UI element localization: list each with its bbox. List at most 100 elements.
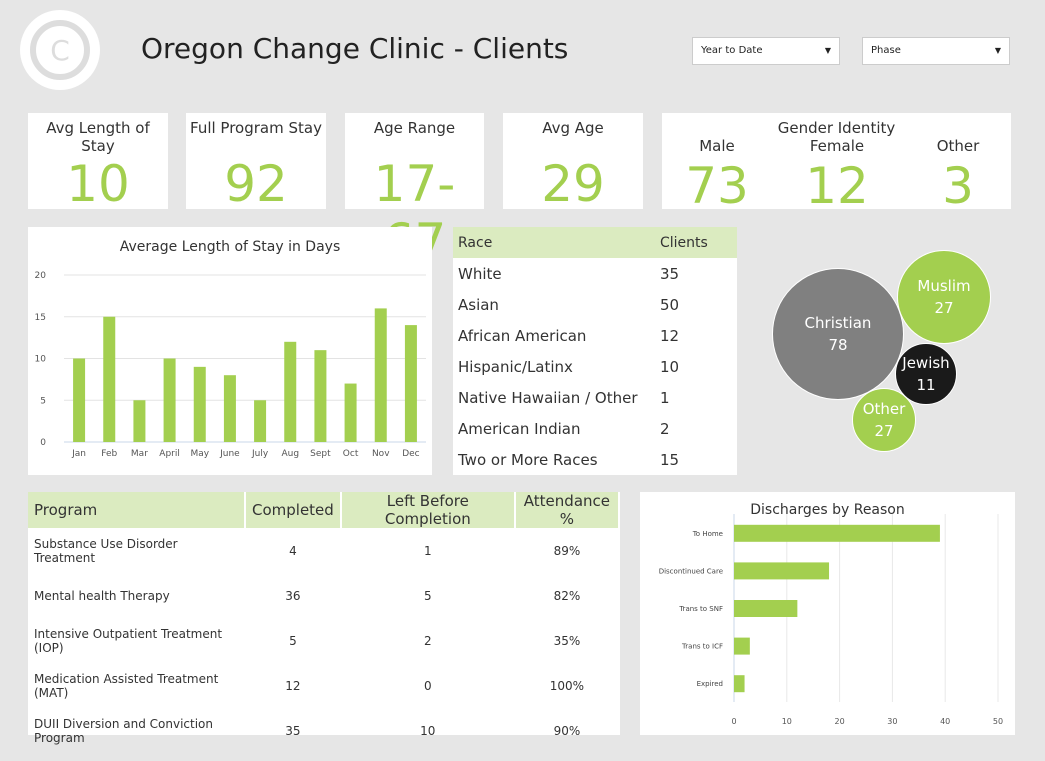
table-cell: 5 bbox=[289, 633, 297, 648]
bubble-value: 11 bbox=[916, 376, 936, 394]
table-cell: 15 bbox=[660, 450, 680, 469]
table-cell: Mental health Therapy bbox=[34, 588, 170, 603]
table-cell: Program bbox=[28, 492, 246, 528]
svg-text:C: C bbox=[50, 34, 70, 67]
table-row: Medication Assisted Treatment (MAT) 12 0 10… bbox=[28, 663, 619, 708]
bubble-jewish[interactable]: Jewish 11 bbox=[895, 343, 957, 405]
clinic-logo: C bbox=[20, 10, 100, 90]
bubble-christian[interactable]: Christian 78 bbox=[772, 268, 904, 400]
kpi-label: Avg Age bbox=[542, 119, 604, 137]
table-cell: 4 bbox=[289, 543, 297, 558]
table-cell: Completed bbox=[245, 492, 342, 528]
kpi-full-program-stay: Full Program Stay 92 bbox=[186, 113, 326, 213]
table-cell: Medication Assisted Treatment (MAT) bbox=[34, 671, 219, 700]
table-row: Native Hawaiian / Other 1 bbox=[453, 382, 737, 413]
x-tick-label: Nov bbox=[372, 449, 390, 459]
bubble-other[interactable]: Other 27 bbox=[852, 388, 916, 452]
table-cell: 2 bbox=[660, 419, 670, 438]
x-tick-label: 10 bbox=[782, 717, 792, 726]
table-cell: 35% bbox=[553, 633, 581, 648]
y-tick-label: 15 bbox=[35, 313, 46, 323]
table-row: Two or More Races 15 bbox=[453, 444, 737, 475]
x-tick-label: Jan bbox=[71, 449, 86, 459]
bubble-label: Other bbox=[862, 400, 906, 418]
x-tick-label: 30 bbox=[887, 717, 897, 726]
table-cell: 1 bbox=[423, 543, 432, 558]
table-cell: Attendance % bbox=[514, 492, 621, 528]
x-tick-label: 0 bbox=[731, 717, 736, 726]
table-cell: 10 bbox=[660, 357, 680, 376]
bubble-muslim[interactable]: Muslim 27 bbox=[897, 250, 991, 344]
phase-filter-dropdown[interactable]: Phase ▼ bbox=[862, 37, 1010, 65]
x-tick-label: 20 bbox=[835, 717, 845, 726]
year-filter-dropdown[interactable]: Year to Date ▼ bbox=[692, 37, 840, 65]
gender-value: 73 bbox=[685, 157, 749, 215]
bubble-value: 27 bbox=[934, 299, 954, 317]
kpi-avg-age: Avg Age 29 bbox=[503, 113, 643, 213]
y-tick-label: 5 bbox=[40, 396, 46, 406]
kpi-value: 10 bbox=[66, 155, 130, 213]
table-row: Substance Use Disorder Treatment 4 1 89% bbox=[28, 528, 619, 573]
bar-Discontinued Care bbox=[734, 562, 830, 580]
x-tick-label: July bbox=[251, 449, 269, 459]
table-cell: 50 bbox=[660, 295, 680, 314]
bar-Trans to SNF bbox=[734, 600, 798, 617]
table-cell: 90% bbox=[553, 723, 581, 738]
x-tick-label: May bbox=[190, 449, 209, 459]
table-row: American Indian 2 bbox=[453, 413, 737, 444]
bar-June bbox=[223, 375, 236, 442]
table-cell: Two or More Races bbox=[458, 450, 598, 469]
table-cell: 2 bbox=[423, 633, 432, 648]
y-tick-label: 10 bbox=[35, 355, 47, 365]
table-cell: Clients bbox=[655, 227, 737, 258]
program-table: Program Completed Left Before Completion At… bbox=[28, 492, 621, 745]
bubble-value: 27 bbox=[874, 422, 894, 440]
bubble-label: Christian bbox=[804, 314, 872, 332]
x-tick-label: Feb bbox=[101, 449, 117, 459]
table-row: Asian 50 bbox=[453, 289, 737, 320]
kpi-label: Age Range bbox=[373, 119, 456, 137]
table-cell: 35 bbox=[285, 723, 301, 738]
y-tick-label: Trans to ICF bbox=[681, 643, 723, 651]
kpi-gender-identity: Gender Identity Male 73 Female 12 Other 3 bbox=[662, 113, 1011, 215]
x-tick-label: Sept bbox=[310, 449, 331, 459]
dropdown-value: Phase bbox=[871, 45, 901, 56]
gender-label: Male bbox=[699, 137, 735, 155]
table-cell: Hispanic/Latinx bbox=[458, 357, 573, 376]
bar-April bbox=[163, 358, 176, 442]
gender-value: 12 bbox=[805, 157, 869, 215]
table-cell: 0 bbox=[423, 678, 432, 693]
bar-Trans to ICF bbox=[734, 637, 750, 655]
avg-stay-bar-chart: 0 5 10 15 20 Jan Feb Mar April May June July Aug Sept… bbox=[35, 271, 426, 459]
gender-label: Female bbox=[809, 137, 865, 155]
bar-Jan bbox=[73, 358, 86, 442]
table-cell: 89% bbox=[553, 543, 581, 558]
table-cell: Substance Use Disorder Treatment bbox=[34, 536, 178, 565]
x-tick-label: June bbox=[219, 449, 240, 459]
table-row: African American 12 bbox=[453, 320, 737, 351]
caret-down-icon: ▼ bbox=[824, 46, 831, 55]
table-cell: Race bbox=[453, 227, 655, 258]
bar-July bbox=[254, 400, 267, 442]
table-cell: Left Before Completion bbox=[340, 492, 516, 528]
y-tick-label: To Home bbox=[692, 530, 723, 538]
table-cell: 35 bbox=[660, 264, 680, 283]
avg-stay-chart-card: Average Length of Stay in Days 0 5 10 15 20 J… bbox=[28, 227, 432, 475]
kpi-label: Avg Length of Stay bbox=[46, 119, 150, 155]
discharges-chart-card: Discharges by Reason 0 10 20 30 40 50 To Home D… bbox=[640, 492, 1015, 735]
table-cell: 36 bbox=[285, 588, 301, 603]
kpi-value: 29 bbox=[541, 155, 605, 213]
table-cell: American Indian bbox=[458, 419, 581, 438]
bar-Aug bbox=[284, 341, 297, 442]
table-cell: Asian bbox=[458, 295, 499, 314]
bar-To Home bbox=[734, 524, 940, 542]
dropdown-value: Year to Date bbox=[701, 45, 763, 56]
y-tick-label: 20 bbox=[35, 271, 47, 281]
chart-title: Discharges by Reason bbox=[750, 502, 905, 518]
x-tick-label: 40 bbox=[940, 717, 950, 726]
table-cell: Intensive Outpatient Treatment (IOP) bbox=[34, 626, 223, 655]
bar-Sept bbox=[314, 350, 327, 442]
gender-title: Gender Identity bbox=[777, 119, 896, 137]
table-row: White 35 bbox=[453, 258, 737, 289]
